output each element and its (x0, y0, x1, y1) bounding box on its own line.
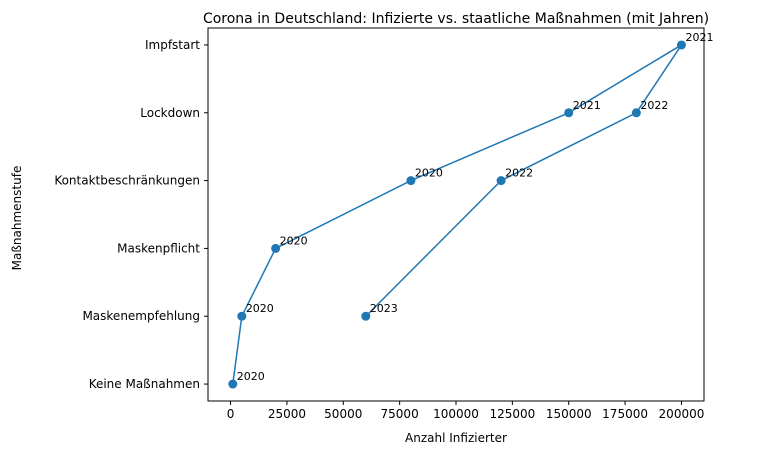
x-tick-label: 175000 (602, 407, 648, 421)
data-label: 2020 (415, 167, 443, 180)
x-tick-label: 100000 (433, 407, 479, 421)
chart-title: Corona in Deutschland: Infizierte vs. st… (203, 11, 709, 27)
data-label: 2020 (237, 370, 265, 383)
data-label: 2021 (573, 99, 601, 112)
data-point (237, 311, 247, 321)
data-point (564, 108, 574, 118)
x-tick-label: 200000 (659, 407, 705, 421)
x-tick-label: 125000 (489, 407, 535, 421)
data-label: 2023 (370, 302, 398, 315)
y-tick-label: Impfstart (145, 38, 200, 52)
data-point (676, 40, 686, 50)
data-point (631, 108, 641, 118)
y-tick-label: Kontaktbeschränkungen (54, 174, 200, 188)
data-label: 2020 (246, 302, 274, 315)
data-point (271, 243, 281, 253)
data-label: 2022 (640, 99, 668, 112)
x-tick-label: 75000 (381, 407, 419, 421)
data-point (406, 176, 416, 186)
y-tick-label: Maskenpflicht (117, 241, 200, 255)
x-tick-label: 50000 (324, 407, 362, 421)
y-tick-label: Maskenempfehlung (82, 309, 200, 323)
series-line (232, 44, 683, 385)
y-tick-label: Keine Maßnahmen (89, 377, 200, 391)
data-label: 2022 (505, 167, 533, 180)
x-tick-label: 0 (227, 407, 235, 421)
data-point (361, 311, 371, 321)
data-label: 2020 (280, 234, 308, 247)
y-tick-label: Lockdown (140, 106, 200, 120)
x-tick-label: 150000 (546, 407, 592, 421)
plot-frame (207, 27, 705, 402)
x-axis-label: Anzahl Infizierter (405, 431, 507, 445)
x-tick-label: 25000 (268, 407, 306, 421)
data-point (496, 176, 506, 186)
data-point (228, 379, 238, 389)
data-label: 2021 (685, 31, 713, 44)
y-axis-label: Maßnahmenstufe (10, 166, 24, 271)
